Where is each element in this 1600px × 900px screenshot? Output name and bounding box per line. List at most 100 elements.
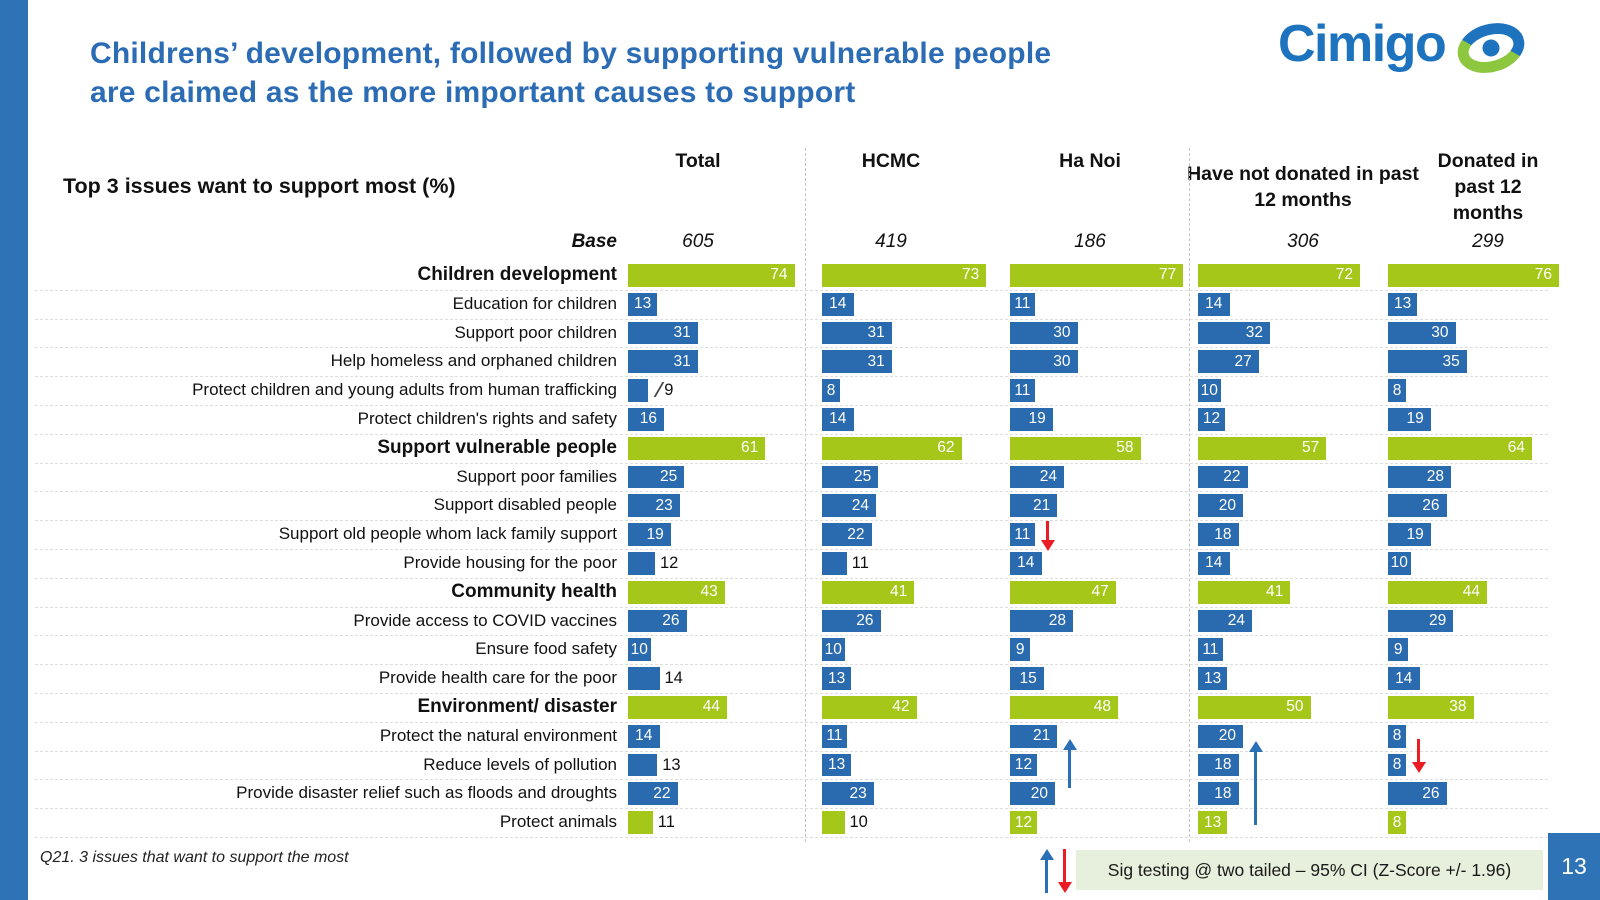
bar-value: 14	[635, 727, 653, 745]
row-label: Environment/ disaster	[417, 696, 617, 717]
page-title: Childrens’ development, followed by supp…	[90, 34, 1051, 112]
column-separator-region	[805, 148, 806, 842]
bar-value: 23	[655, 496, 673, 514]
bar: 26	[628, 609, 687, 633]
base-value-4: 306	[1287, 231, 1319, 252]
bar: 30	[1010, 350, 1078, 374]
bar: 73	[822, 264, 987, 287]
bar: 24	[1010, 465, 1064, 489]
bar-value: 19	[646, 525, 664, 543]
bar-value: 35	[1442, 352, 1460, 370]
bar	[628, 811, 653, 834]
bar: 13	[822, 753, 852, 777]
bar: 14	[1388, 667, 1420, 690]
bar: 22	[822, 523, 872, 546]
bar-value-outside: 9	[664, 381, 674, 400]
row-label: Support vulnerable people	[377, 436, 617, 458]
bar-value-outside: 14	[664, 669, 683, 688]
bar: 18	[1198, 753, 1239, 777]
table-row: Support poor children 31 31 30 32 30	[35, 319, 1548, 349]
bar-value: 11	[826, 727, 843, 745]
row-label: Help homeless and orphaned children	[330, 351, 617, 371]
bar-value: 44	[1462, 583, 1480, 601]
row-label: Provide housing for the poor	[403, 553, 617, 572]
bar: 57	[1198, 436, 1327, 460]
bar: 30	[1010, 321, 1078, 345]
bar-value: 14	[1205, 554, 1223, 572]
bar: 21	[1010, 724, 1058, 748]
table-row: Help homeless and orphaned children 31 31 3…	[35, 347, 1548, 378]
bar-value: 14	[829, 410, 847, 428]
bar: 11	[1198, 638, 1223, 662]
bar: 31	[628, 321, 698, 345]
table-row: Protect children and young adults from h…	[35, 376, 1548, 406]
table-row: Provide health care for the poor 14 13 15 13…	[35, 664, 1548, 694]
arrow-head	[1063, 739, 1078, 750]
leader-line	[645, 382, 665, 398]
arrow-head	[1058, 882, 1072, 893]
bar: 20	[1010, 782, 1055, 806]
bar: 12	[1010, 811, 1037, 834]
column-header-5: Donated in past 12 months	[1437, 150, 1539, 224]
down-significance-arrow-icon	[1412, 739, 1426, 773]
table-row: Protect children's rights and safety 16 14…	[35, 405, 1548, 435]
bar-value: 15	[1019, 669, 1037, 687]
bar	[822, 552, 847, 575]
column-header-2: HCMC	[861, 150, 921, 172]
row-label: Support disabled people	[433, 495, 617, 515]
bar-value: 31	[867, 323, 885, 341]
bar-value: 32	[1245, 323, 1263, 341]
sig-legend: Sig testing @ two tailed – 95% CI (Z-Sco…	[1076, 850, 1543, 890]
bar: 72	[1198, 264, 1360, 287]
row-label: Protect children and young adults from h…	[192, 380, 617, 400]
footnote: Q21. 3 issues that want to support the m…	[40, 849, 349, 866]
cimigo-logo: Cimigo	[1278, 14, 1531, 81]
bar-value: 22	[847, 525, 865, 543]
bar: 74	[628, 264, 795, 287]
bar: 19	[1388, 523, 1431, 546]
bar: 48	[1010, 696, 1118, 719]
bar-value: 13	[1394, 295, 1412, 313]
bar-value: 10	[1200, 381, 1218, 399]
row-label: Provide health care for the poor	[378, 668, 617, 688]
bar-value: 14	[1205, 295, 1223, 313]
bar-value-outside: 10	[849, 813, 868, 832]
bar-value: 41	[890, 583, 908, 601]
bar: 11	[1010, 292, 1035, 316]
title-line-2: are claimed as the more important causes…	[90, 76, 856, 109]
bar-value: 41	[1266, 583, 1284, 601]
bar: 10	[1198, 379, 1221, 402]
table-row: Children development 74 73 77 72 76	[35, 261, 1559, 291]
bar: 47	[1010, 580, 1116, 604]
row-label: Provide disaster relief such as floods a…	[236, 783, 617, 803]
bar-value: 18	[1214, 525, 1232, 543]
bar-value: 13	[1204, 813, 1222, 831]
row-label: Support poor families	[456, 466, 617, 486]
title-line-1: Childrens’ development, followed by supp…	[90, 37, 1052, 70]
bar: 26	[1388, 494, 1447, 518]
bar: 9	[1010, 638, 1031, 662]
arrow-shaft	[1045, 857, 1049, 893]
bar-value: 8	[1392, 813, 1402, 831]
bar: 13	[822, 667, 852, 690]
bar-value-outside: 13	[662, 755, 681, 774]
bar-value: 11	[1014, 295, 1031, 313]
arrow-head	[1249, 741, 1263, 752]
down-significance-arrow-icon	[1040, 521, 1055, 551]
bar: 13	[1198, 667, 1228, 690]
bar-value: 24	[1039, 467, 1057, 485]
bar: 25	[822, 465, 879, 489]
bar-value: 14	[829, 295, 847, 313]
bar-value: 12	[1014, 813, 1033, 831]
bar: 11	[822, 724, 847, 748]
bar: 24	[1198, 609, 1252, 633]
base-value-1: 605	[682, 231, 714, 252]
bar-value: 77	[1159, 266, 1177, 284]
bar-value: 13	[828, 669, 846, 687]
bar-value: 27	[1234, 352, 1252, 370]
bar-value: 21	[1033, 727, 1051, 745]
bar: 10	[822, 638, 845, 662]
bar: 21	[1010, 494, 1058, 518]
bar-value: 22	[653, 784, 671, 802]
bar: 12	[1010, 753, 1037, 777]
